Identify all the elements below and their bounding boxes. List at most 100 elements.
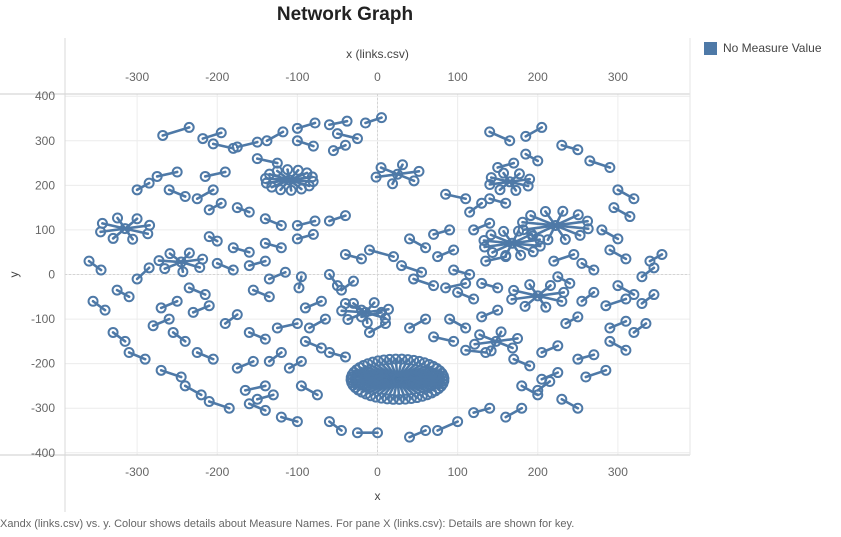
edge-line — [116, 216, 127, 230]
node-point — [506, 237, 518, 249]
node-center — [488, 197, 491, 200]
node-point — [408, 175, 420, 187]
node-point — [557, 205, 569, 217]
node-center — [452, 248, 455, 252]
node-center — [328, 351, 331, 354]
node-point — [492, 304, 504, 316]
edge-line — [480, 282, 499, 290]
node-point — [478, 235, 490, 247]
node-point — [484, 193, 496, 205]
node-center — [560, 398, 563, 401]
node-center — [352, 279, 355, 283]
node-point — [534, 234, 546, 246]
edge-line — [464, 348, 487, 354]
node-center — [196, 197, 199, 200]
node-point — [469, 338, 481, 350]
node-point — [282, 164, 294, 176]
node-point — [524, 360, 536, 372]
edge-line — [207, 201, 223, 212]
node-point — [215, 127, 227, 139]
node-center — [264, 409, 267, 412]
node-point — [127, 233, 139, 245]
node-center — [491, 251, 494, 254]
node-point — [508, 157, 520, 169]
node-point — [540, 301, 552, 313]
node-center — [592, 268, 596, 272]
node-center — [279, 188, 282, 191]
node-point — [195, 389, 207, 401]
edge-line — [265, 130, 285, 143]
node-center — [192, 311, 195, 314]
node-center — [436, 429, 439, 432]
node-point — [522, 180, 534, 192]
node-point — [339, 248, 351, 260]
node-center — [280, 246, 283, 249]
node-center — [147, 266, 151, 270]
node-point — [568, 248, 580, 260]
node-center — [212, 142, 215, 146]
node-point — [544, 279, 556, 291]
node-center — [346, 318, 350, 321]
node-center — [608, 166, 612, 169]
node-point — [525, 210, 537, 222]
node-point — [123, 346, 135, 358]
node-center — [480, 282, 483, 285]
node-center — [204, 293, 207, 296]
edge-line — [270, 178, 291, 189]
node-center — [268, 295, 271, 298]
node-center — [478, 333, 481, 336]
edge-line — [400, 264, 423, 274]
node-center — [498, 188, 502, 191]
node-point — [277, 126, 289, 138]
x-bottom-tick-label: 100 — [448, 465, 468, 479]
node-point — [323, 215, 335, 227]
node-center — [256, 157, 259, 160]
node-point — [517, 224, 529, 236]
node-center — [171, 331, 175, 334]
edge-line — [524, 126, 544, 138]
edge-line — [396, 172, 416, 183]
node-point — [460, 193, 472, 205]
node-center — [496, 166, 499, 169]
node-center — [300, 384, 303, 388]
node-point — [293, 282, 305, 294]
node-center — [183, 195, 187, 198]
node-center — [360, 257, 363, 261]
edge-line — [502, 230, 514, 245]
node-center — [444, 286, 447, 290]
node-center — [472, 297, 475, 301]
edge-line — [247, 259, 267, 267]
edge-line — [379, 166, 399, 176]
edge-line — [123, 217, 139, 230]
node-point — [251, 393, 263, 405]
node-center — [91, 300, 95, 303]
edge-line — [616, 284, 636, 296]
edge-line — [444, 192, 467, 201]
node-center — [201, 137, 205, 140]
node-point — [378, 354, 390, 366]
node-center — [111, 331, 115, 334]
x-bottom-tick-label: 0 — [374, 465, 381, 479]
node-point — [370, 171, 382, 183]
x-top-tick-label: 300 — [608, 70, 628, 84]
x-top-tick-label: 0 — [374, 70, 381, 84]
node-center — [576, 407, 580, 410]
node-center — [548, 380, 551, 383]
node-center — [528, 177, 531, 181]
node-point — [548, 255, 560, 267]
node-center — [380, 311, 383, 314]
node-point — [420, 242, 432, 254]
node-point — [261, 135, 273, 147]
node-center — [268, 360, 271, 363]
node-center — [504, 201, 507, 205]
edge-line — [472, 221, 491, 232]
node-center — [328, 123, 331, 126]
node-point — [292, 164, 304, 176]
node-center — [444, 193, 447, 196]
node-center — [228, 407, 231, 410]
node-center — [552, 259, 555, 263]
edge-line — [243, 384, 267, 392]
node-point — [319, 313, 331, 325]
node-center — [248, 264, 251, 267]
edge-line — [364, 116, 383, 125]
